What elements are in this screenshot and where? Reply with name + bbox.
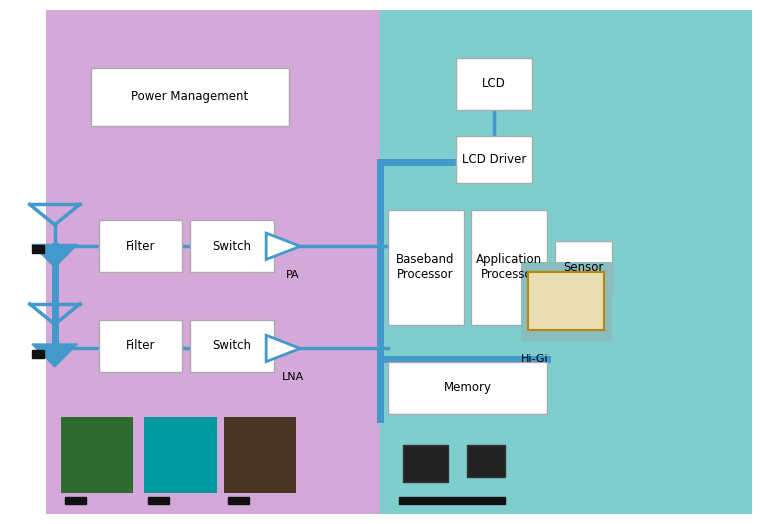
Bar xyxy=(224,417,296,493)
Bar xyxy=(380,10,752,514)
Polygon shape xyxy=(266,335,300,362)
Bar xyxy=(65,497,86,504)
Text: Application
Processor: Application Processor xyxy=(476,253,543,281)
Bar xyxy=(471,210,547,325)
Bar xyxy=(403,445,448,482)
Bar xyxy=(555,241,612,293)
Bar xyxy=(528,272,604,330)
Bar xyxy=(144,417,217,493)
Bar xyxy=(399,497,505,504)
Bar xyxy=(456,58,532,110)
Bar xyxy=(32,350,44,358)
Text: LCD Driver: LCD Driver xyxy=(462,154,526,166)
Text: LCD: LCD xyxy=(482,78,506,90)
Polygon shape xyxy=(32,344,78,367)
Text: Filter: Filter xyxy=(126,340,155,352)
Text: Baseband
Processor: Baseband Processor xyxy=(397,253,454,281)
Polygon shape xyxy=(266,233,300,259)
Text: PA: PA xyxy=(286,270,299,280)
Bar xyxy=(388,362,547,414)
Bar xyxy=(391,424,543,493)
Bar xyxy=(99,220,182,272)
Text: Sensor: Sensor xyxy=(563,261,603,274)
Bar xyxy=(61,417,133,493)
Text: Hi-Gi: Hi-Gi xyxy=(521,354,548,364)
Text: Switch: Switch xyxy=(212,340,252,352)
Bar xyxy=(190,220,274,272)
Polygon shape xyxy=(32,244,78,267)
Text: Switch: Switch xyxy=(212,240,252,253)
Bar xyxy=(190,320,274,372)
Bar xyxy=(388,210,464,325)
Bar xyxy=(467,445,505,477)
Text: Power Management: Power Management xyxy=(131,91,249,103)
Bar xyxy=(46,10,380,514)
Text: Filter: Filter xyxy=(126,240,155,253)
Bar xyxy=(456,136,532,183)
Bar xyxy=(91,68,289,126)
Text: LNA: LNA xyxy=(281,372,304,382)
Bar xyxy=(228,497,249,504)
Bar xyxy=(99,320,182,372)
Bar xyxy=(521,262,612,341)
Bar xyxy=(32,245,44,253)
Text: Memory: Memory xyxy=(443,381,492,394)
Bar xyxy=(148,497,169,504)
